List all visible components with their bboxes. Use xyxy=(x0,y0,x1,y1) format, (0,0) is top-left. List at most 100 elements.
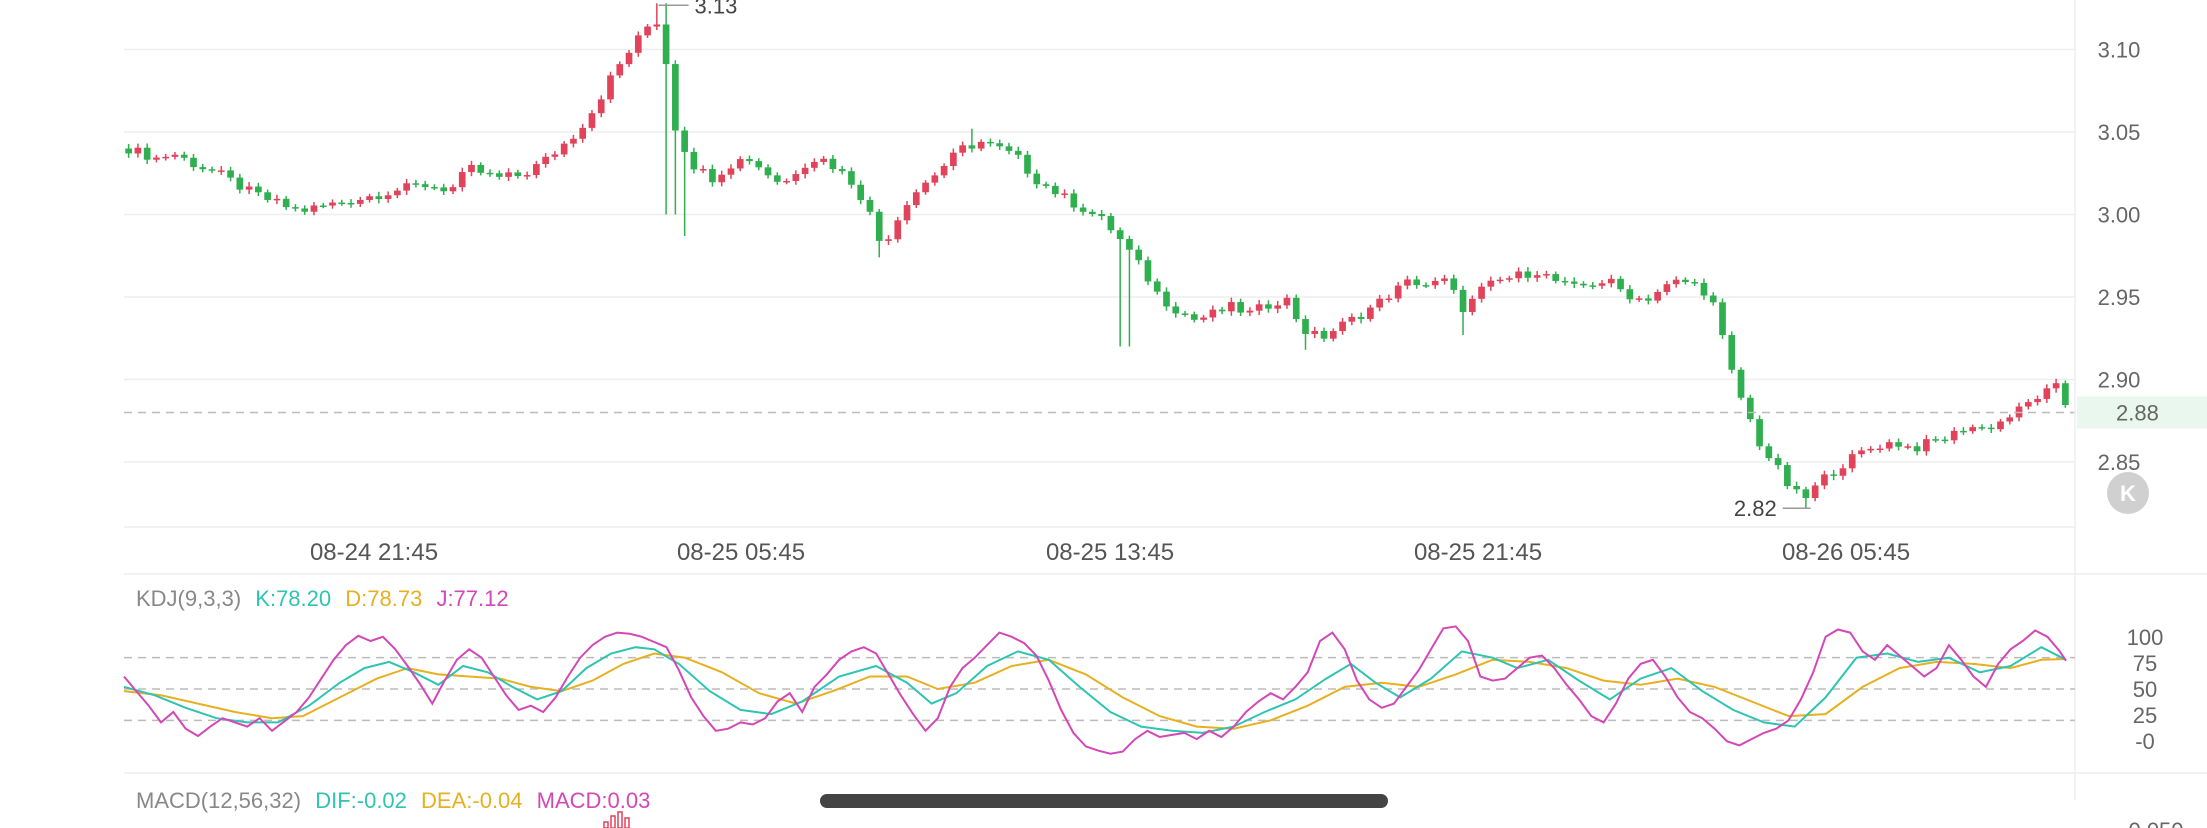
candle-down xyxy=(672,64,679,131)
candle-down xyxy=(1580,283,1587,286)
candle-down xyxy=(1089,211,1096,215)
candle-up xyxy=(1404,279,1411,286)
candle-up xyxy=(597,99,605,114)
kdj-grid xyxy=(124,656,2075,722)
candle-down xyxy=(987,141,994,144)
candle-down xyxy=(690,151,698,170)
candle-up xyxy=(940,165,948,176)
candle-up xyxy=(153,157,160,160)
candle-down xyxy=(1181,313,1189,315)
candle-up xyxy=(727,168,735,175)
candle-up xyxy=(523,175,531,177)
candle-up xyxy=(1496,279,1504,282)
candle-down xyxy=(208,169,216,171)
kdj-k-value: K:78.20 xyxy=(255,586,331,611)
candle-down xyxy=(848,171,855,185)
candle-down xyxy=(773,175,781,182)
candle-up xyxy=(644,26,651,36)
candle-up xyxy=(570,138,577,144)
macd-title: MACD(12,56,32) xyxy=(136,788,301,813)
candle-down xyxy=(1895,442,1902,447)
kdj-tick-label: 25 xyxy=(2133,703,2157,728)
horizontal-scrollbar[interactable] xyxy=(820,794,1388,808)
candle-up xyxy=(912,192,920,206)
candle-down xyxy=(1774,458,1782,466)
candle-up xyxy=(1848,454,1856,469)
candle-up xyxy=(273,198,281,201)
time-tick-label: 08-25 13:45 xyxy=(1046,539,1174,566)
time-tick-label: 08-25 21:45 xyxy=(1414,539,1542,566)
candle-down xyxy=(1561,280,1569,283)
candlestick-series xyxy=(125,3,2069,509)
candle-up xyxy=(885,239,892,241)
candle-down xyxy=(838,169,846,172)
candle-down xyxy=(1320,331,1328,339)
candle-down xyxy=(857,184,865,200)
candle-up xyxy=(1923,439,1930,452)
candle-down xyxy=(1450,278,1458,290)
candle-down xyxy=(236,177,244,190)
candle-down xyxy=(477,164,485,173)
candle-down xyxy=(1682,279,1689,283)
candle-down xyxy=(431,187,438,189)
candle-down xyxy=(1070,193,1078,208)
candle-down xyxy=(180,154,188,158)
candle-up xyxy=(533,164,540,176)
candle-down xyxy=(1144,260,1152,282)
candle-up xyxy=(1061,193,1068,195)
candle-up xyxy=(634,35,642,53)
candle-down xyxy=(1357,316,1365,319)
candle-up xyxy=(1867,448,1875,451)
candle-down xyxy=(190,157,197,168)
candle-down xyxy=(1172,306,1180,314)
candle-down xyxy=(709,169,716,183)
candle-up xyxy=(1858,450,1865,455)
candle-down xyxy=(1941,439,1949,442)
candle-down xyxy=(1552,274,1560,281)
candle-up xyxy=(1876,448,1884,451)
candle-down xyxy=(681,130,688,152)
macd-legend: MACD(12,56,32) DIF:-0.02 DEA:-0.04 MACD:… xyxy=(136,788,650,813)
price-tick-label: 2.90 xyxy=(2098,368,2141,393)
candle-up xyxy=(607,75,614,100)
kdj-tick-label: -0 xyxy=(2135,729,2155,754)
candle-up xyxy=(403,183,410,191)
candle-up xyxy=(718,174,726,183)
candle-down xyxy=(764,167,772,176)
candle-up xyxy=(950,152,957,166)
macd-bar xyxy=(610,815,616,828)
candle-up xyxy=(384,195,392,200)
candle-down xyxy=(486,172,494,175)
candle-up xyxy=(2043,388,2051,399)
candle-down xyxy=(1746,397,1754,420)
kdj-title: KDJ(9,3,3) xyxy=(136,586,241,611)
candle-up xyxy=(542,156,549,165)
candle-up xyxy=(356,199,364,204)
candle-down xyxy=(1978,427,1986,429)
candle-up xyxy=(1385,298,1393,301)
candle-up xyxy=(801,167,809,175)
candle-up xyxy=(699,169,707,171)
candle-down xyxy=(514,172,522,177)
candle-up xyxy=(1997,421,2004,430)
candle-down xyxy=(1913,446,1921,452)
macd-axis-label: 0.050 xyxy=(2128,818,2183,828)
candle-up xyxy=(1821,474,1828,486)
time-tick-label: 08-26 05:45 xyxy=(1782,539,1910,566)
candle-up xyxy=(1200,317,1207,320)
candle-up xyxy=(811,161,818,168)
current-price-highlight xyxy=(2077,396,2207,429)
kdj-k-line xyxy=(123,646,2067,734)
candle-down xyxy=(1218,309,1226,312)
candle-down xyxy=(1014,150,1022,155)
candle-down xyxy=(1626,289,1634,300)
candle-down xyxy=(319,205,327,207)
candle-down xyxy=(1459,289,1467,312)
candle-up xyxy=(1950,430,1958,441)
k-icon: K xyxy=(2120,481,2136,506)
candle-down xyxy=(1719,302,1726,336)
kline-toggle-button[interactable]: K xyxy=(2107,472,2149,514)
candle-up xyxy=(1339,321,1346,332)
